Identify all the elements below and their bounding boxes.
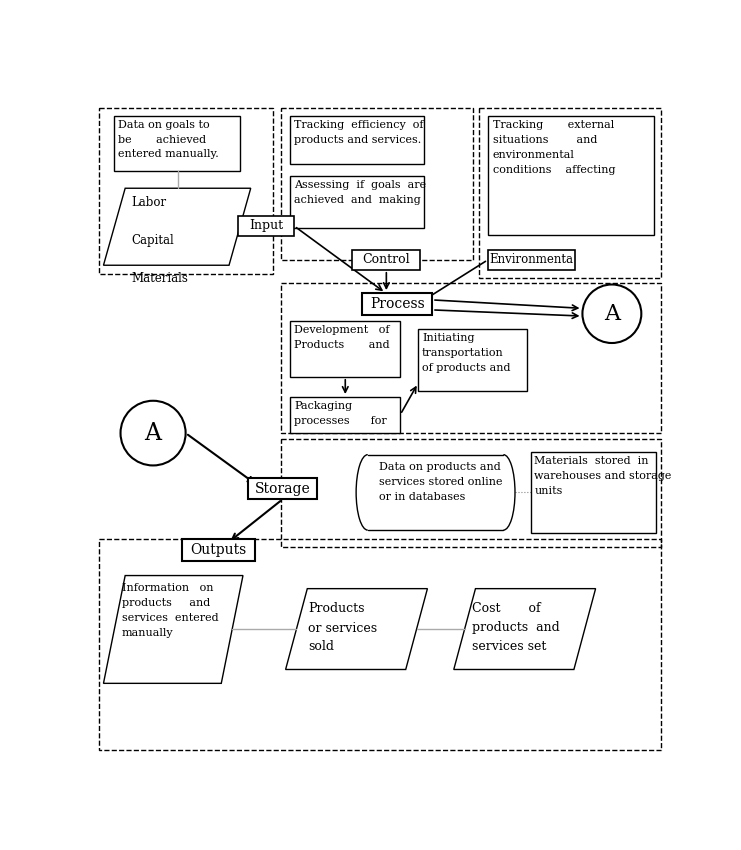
Text: Packaging
processes      for: Packaging processes for [294, 400, 387, 426]
Bar [488, 250, 575, 269]
Bar [281, 108, 473, 260]
Bar [290, 176, 424, 229]
Text: A: A [144, 422, 162, 445]
Text: Outputs: Outputs [190, 543, 247, 557]
Bar [99, 108, 273, 274]
Text: Products
or services
sold: Products or services sold [308, 603, 377, 654]
Circle shape [121, 400, 186, 466]
Text: Tracking       external
situations        and
environmental
conditions    affect: Tracking external situations and environ… [493, 121, 615, 175]
Text: A: A [604, 303, 620, 325]
Bar [418, 329, 527, 391]
Text: Development   of
Products       and: Development of Products and [294, 326, 390, 350]
Text: Tracking  efficiency  of
products and services.: Tracking efficiency of products and serv… [294, 120, 424, 145]
Text: Assessing  if  goals  are
achieved  and  making: Assessing if goals are achieved and maki… [294, 179, 426, 205]
Bar [290, 321, 400, 377]
Text: Process: Process [370, 297, 425, 311]
Bar [281, 439, 661, 547]
Text: Data on goals to
be       achieved
entered manually.: Data on goals to be achieved entered man… [119, 120, 219, 159]
Polygon shape [285, 589, 428, 670]
Bar [114, 116, 240, 172]
Bar [290, 116, 424, 163]
Bar [531, 452, 656, 533]
Polygon shape [104, 188, 250, 265]
Bar [352, 250, 420, 269]
Bar [182, 540, 256, 561]
Bar [488, 116, 654, 235]
Text: Materials  stored  in
warehouses and storage
units: Materials stored in warehouses and stora… [534, 456, 672, 496]
Text: Control: Control [362, 253, 411, 266]
Text: Cost       of
products  and
services set: Cost of products and services set [472, 603, 560, 654]
Text: Storage: Storage [255, 482, 310, 496]
Bar [99, 540, 661, 750]
Text: Data on products and
services stored online
or in databases: Data on products and services stored onl… [379, 462, 503, 502]
Polygon shape [453, 589, 596, 670]
Bar [362, 293, 432, 314]
Bar [239, 216, 294, 236]
Text: Environmenta: Environmenta [489, 253, 574, 266]
Bar [281, 283, 661, 434]
Polygon shape [104, 575, 243, 683]
Text: Information   on
products     and
services  entered
manually: Information on products and services ent… [122, 583, 219, 638]
Text: Labor

Capital

Materials: Labor Capital Materials [131, 196, 188, 285]
Bar [479, 108, 661, 278]
Bar [290, 397, 400, 434]
Bar [247, 478, 317, 499]
Circle shape [582, 285, 641, 343]
Text: Initiating
transportation
of products and: Initiating transportation of products an… [422, 333, 511, 372]
Text: Input: Input [249, 219, 283, 232]
